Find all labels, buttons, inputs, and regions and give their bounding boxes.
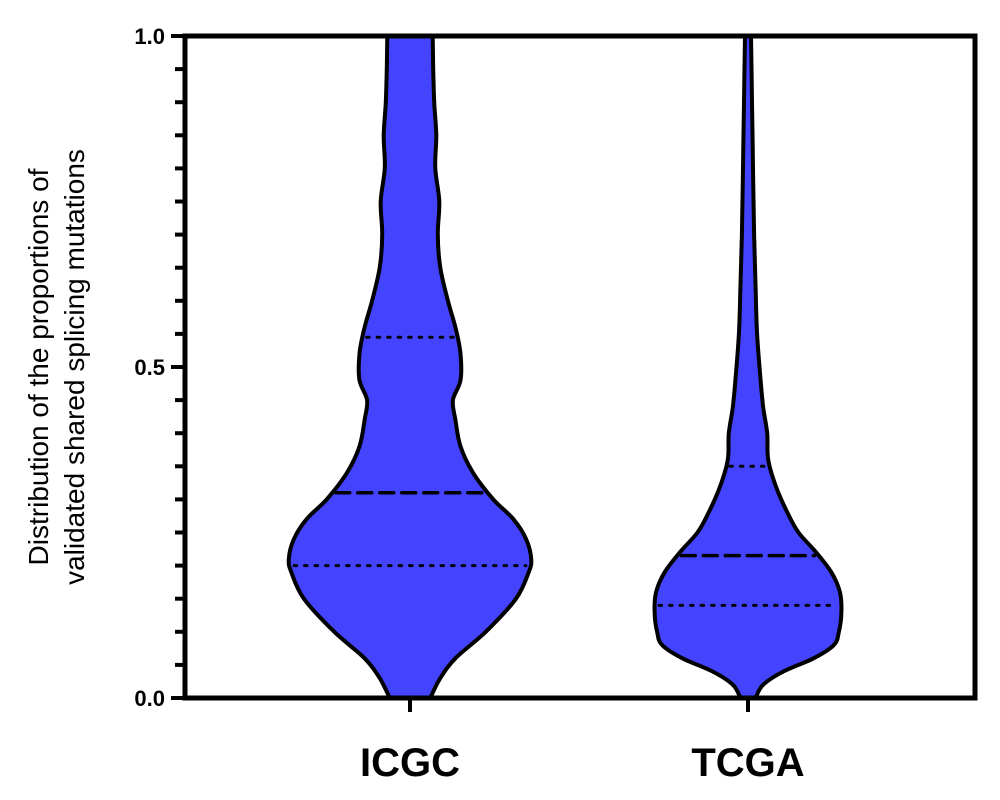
violin-body (652, 34, 844, 700)
y-tick-label: 0.5 (134, 355, 165, 380)
x-tick-label-tcga: TCGA (691, 741, 804, 785)
x-tick-label-icgc: ICGC (360, 741, 460, 785)
violin-body (286, 34, 534, 700)
y-axis-label: Distribution of the proportions of valid… (23, 149, 90, 585)
y-axis-label-line-1: Distribution of the proportions of (23, 168, 54, 565)
y-tick-label: 0.0 (134, 686, 165, 711)
y-axis-ticks: 0.0 0.5 1.0 (134, 24, 185, 711)
y-axis-label-line-2: validated shared splicing mutations (59, 149, 90, 585)
y-tick-label: 1.0 (134, 24, 165, 49)
violin-tcga (652, 34, 844, 700)
x-axis-ticks: ICGC TCGA (360, 698, 805, 785)
violins-layer (286, 34, 844, 700)
violin-icgc (286, 34, 534, 700)
